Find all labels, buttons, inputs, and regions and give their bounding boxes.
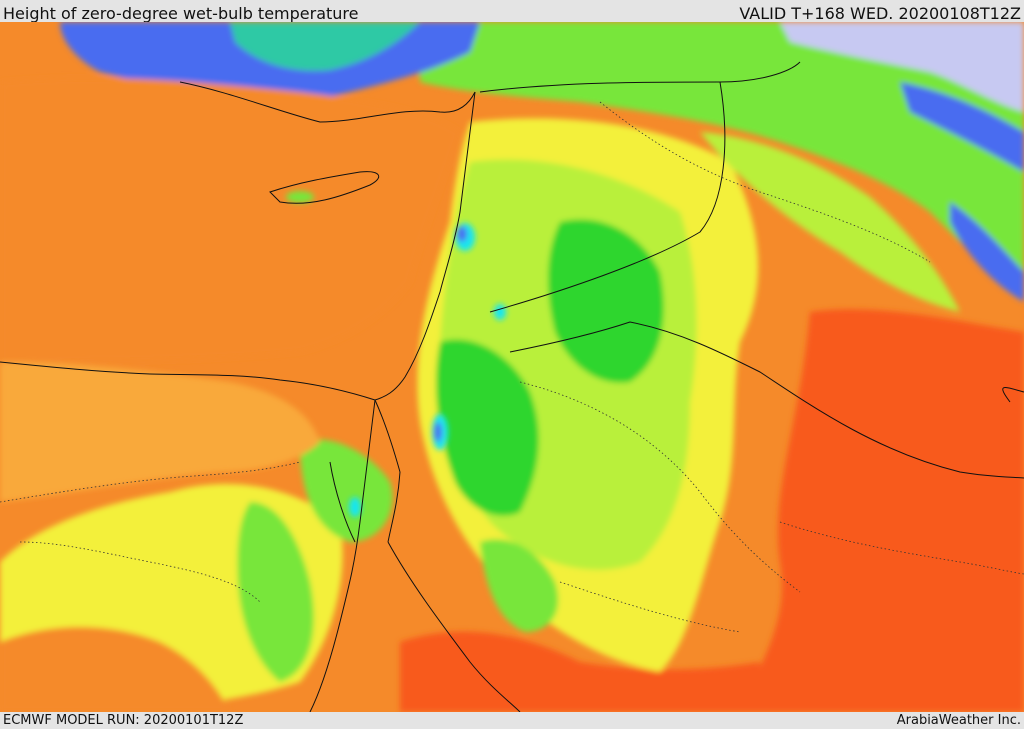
province-lines-1 <box>0 461 301 503</box>
border-iraq-south <box>489 81 726 313</box>
zone-orange-red-south <box>400 631 760 712</box>
header-bar: Height of zero-degree wet-bulb temperatu… <box>0 0 1024 23</box>
coastline-egypt <box>0 361 376 401</box>
coastline-aqaba <box>387 471 401 543</box>
province-lines-4 <box>519 381 801 593</box>
spot-green-cyprus <box>286 191 314 203</box>
spot-blue-jordan <box>434 422 442 442</box>
zone-blue-zagros <box>950 202 1024 302</box>
coastline-turkey <box>179 81 476 123</box>
map-title: Height of zero-degree wet-bulb temperatu… <box>3 4 359 23</box>
zone-green-arabia <box>480 539 559 632</box>
footer-bar: ECMWF MODEL RUN: 20200101T12Z ArabiaWeat… <box>0 712 1024 729</box>
coastline-suez <box>329 461 356 543</box>
zone-green-redsea <box>237 502 314 682</box>
province-lines-5 <box>779 521 1024 575</box>
zone-green-sinai <box>300 439 393 542</box>
weather-map[interactable] <box>0 22 1024 712</box>
zone-yellow-green-north <box>700 132 960 312</box>
zone-light-orange-egypt <box>0 362 320 502</box>
zone-green-iraq <box>548 219 664 383</box>
coastline-levant <box>374 91 476 401</box>
province-lines-3 <box>599 101 931 263</box>
spot-cyan-sinai <box>349 497 361 517</box>
zone-green-jordan <box>435 339 539 516</box>
coastlines <box>0 81 1024 712</box>
coastline-gulf <box>1002 387 1024 403</box>
model-run: ECMWF MODEL RUN: 20200101T12Z <box>3 713 244 728</box>
border-egypt-israel <box>374 399 401 473</box>
border-syria-iraq <box>479 61 801 93</box>
internal-borders <box>0 101 1024 633</box>
temperature-field <box>0 22 1024 712</box>
zone-teal-turkey <box>230 22 420 71</box>
coastline-cyprus <box>269 171 380 204</box>
zone-blue-northeast <box>900 82 1024 172</box>
zone-orange-cyprus <box>0 77 460 363</box>
spot-cyan-golan <box>494 304 506 320</box>
coastline-arabia <box>387 541 521 712</box>
hotspots <box>286 191 506 517</box>
zone-orange-red-east <box>740 309 1024 712</box>
credit-text: ArabiaWeather Inc. <box>896 713 1021 728</box>
province-lines-2 <box>19 541 261 603</box>
coastline-red-sea <box>309 399 376 712</box>
province-lines-6 <box>559 581 741 633</box>
zone-lavender-northeast <box>780 22 1024 112</box>
borders <box>374 61 1024 479</box>
valid-time: VALID T+168 WED. 20200108T12Z <box>739 4 1021 23</box>
border-jordan-saudi <box>509 321 1024 479</box>
zone-orange-southwest <box>0 627 230 712</box>
zone-green-north <box>420 22 1024 292</box>
map-canvas <box>0 22 1024 712</box>
spot-blue-lebanon <box>457 226 467 242</box>
